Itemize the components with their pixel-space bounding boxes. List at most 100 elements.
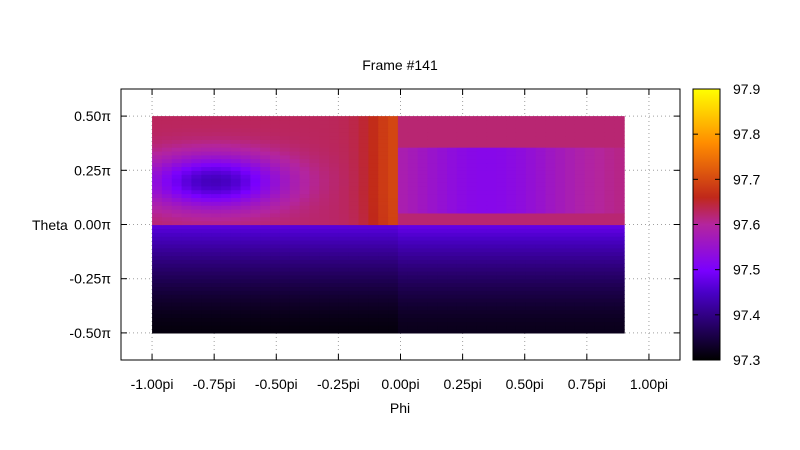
heatmap-cell <box>319 239 330 245</box>
heatmap-cell <box>152 321 163 326</box>
heatmap-cell <box>270 255 281 260</box>
heatmap-cell <box>525 185 537 191</box>
heatmap-cell <box>250 255 261 260</box>
heatmap-cell <box>220 143 232 148</box>
y-tick-label: 0.25π <box>74 162 111 178</box>
heatmap-cell <box>270 325 281 330</box>
heatmap-cell <box>486 247 497 253</box>
heatmap-cell <box>574 139 586 144</box>
heatmap-cell <box>427 150 438 156</box>
heatmap-cell <box>574 135 586 140</box>
heatmap-cell <box>574 216 586 222</box>
heatmap-cell <box>456 197 468 202</box>
heatmap-cell <box>397 263 409 268</box>
heatmap-cell <box>338 220 350 226</box>
heatmap-cell <box>260 263 271 268</box>
heatmap-cell <box>368 131 379 137</box>
heatmap-cell <box>260 294 271 299</box>
heatmap-cell <box>476 236 488 241</box>
heatmap-cell <box>201 270 212 276</box>
heatmap-cell <box>447 278 458 284</box>
heatmap-cell <box>447 162 458 168</box>
heatmap-cell <box>515 294 527 299</box>
heatmap-cell <box>309 181 320 187</box>
heatmap-cell <box>565 158 576 164</box>
heatmap-cell <box>594 255 606 260</box>
heatmap-cell <box>584 305 596 311</box>
heatmap-cell <box>604 174 615 179</box>
heatmap-cell <box>555 181 566 187</box>
heatmap-cell <box>191 201 202 206</box>
heatmap-cell <box>220 119 232 125</box>
heatmap-cell <box>525 263 537 268</box>
heatmap-cell <box>407 193 419 198</box>
heatmap-cell <box>161 286 173 291</box>
heatmap-cell <box>260 170 271 175</box>
heatmap-cell <box>437 147 448 152</box>
heatmap-cell <box>319 255 330 260</box>
heatmap-cell <box>584 309 596 315</box>
heatmap-cell <box>545 313 556 319</box>
heatmap-cell <box>358 278 369 284</box>
heatmap-cell <box>378 329 389 334</box>
heatmap-cell <box>545 251 556 257</box>
heatmap-cell <box>574 243 586 249</box>
heatmap-cell <box>368 170 379 175</box>
heatmap-cell <box>230 147 242 152</box>
heatmap-cell <box>535 317 547 322</box>
heatmap-cell <box>437 247 448 253</box>
heatmap-cell <box>378 325 389 330</box>
heatmap-cell <box>230 150 242 156</box>
heatmap-cell <box>417 193 429 198</box>
heatmap-cell <box>260 150 271 156</box>
heatmap-cell <box>515 170 527 175</box>
heatmap-cell <box>584 185 596 191</box>
heatmap-cell <box>201 263 212 268</box>
heatmap-cell <box>329 116 340 121</box>
heatmap-cell <box>486 251 497 257</box>
heatmap-cell <box>496 259 507 264</box>
heatmap-cell <box>515 185 527 191</box>
heatmap-cell <box>338 290 350 295</box>
heatmap-cell <box>270 162 281 168</box>
heatmap-cell <box>545 139 556 144</box>
heatmap-cell <box>584 178 596 183</box>
heatmap-cell <box>437 119 448 125</box>
heatmap-cell <box>525 116 537 121</box>
heatmap-cell <box>397 181 409 187</box>
heatmap-cell <box>201 309 212 315</box>
heatmap-cell <box>456 317 468 322</box>
heatmap-cell <box>555 197 566 202</box>
heatmap-cell <box>338 170 350 175</box>
heatmap-cell <box>584 243 596 249</box>
heatmap-cell <box>161 282 173 288</box>
heatmap-cell <box>486 298 497 303</box>
heatmap-cell <box>565 232 576 237</box>
heatmap-cell <box>368 224 379 229</box>
heatmap-cell <box>407 294 419 299</box>
heatmap-cell <box>201 181 212 187</box>
heatmap-cell <box>152 259 163 264</box>
heatmap-cell <box>604 158 615 164</box>
heatmap-cell <box>565 270 576 276</box>
heatmap-cell <box>466 236 478 241</box>
heatmap-cell <box>545 143 556 148</box>
heatmap-cell <box>348 282 360 288</box>
heatmap-cell <box>181 325 192 330</box>
heatmap-cell <box>565 116 576 121</box>
heatmap-cell <box>407 239 419 245</box>
heatmap-cell <box>466 301 478 307</box>
heatmap-cell <box>309 220 320 226</box>
heatmap-cell <box>447 174 458 179</box>
heatmap-cell <box>574 220 586 226</box>
heatmap-cell <box>407 251 419 257</box>
heatmap-cell <box>171 135 183 140</box>
heatmap-cell <box>152 181 163 187</box>
heatmap-cell <box>545 209 556 214</box>
heatmap-cell <box>319 309 330 315</box>
heatmap-cell <box>525 309 537 315</box>
heatmap-cell <box>309 127 320 133</box>
heatmap-cell <box>181 119 192 125</box>
heatmap-cell <box>614 309 625 315</box>
heatmap-cell <box>447 220 458 226</box>
